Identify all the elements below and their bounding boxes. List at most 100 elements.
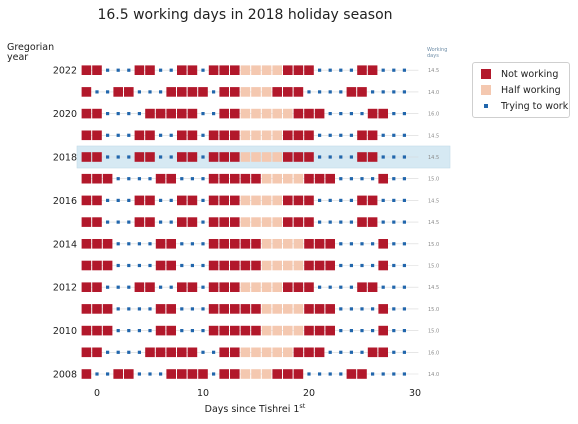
trying-to-work-marker: [201, 242, 205, 246]
trying-to-work-marker: [318, 198, 322, 202]
not-working-marker: [272, 87, 282, 97]
working-days-label: 14.5: [428, 68, 439, 74]
trying-to-work-marker: [392, 68, 396, 72]
not-working-marker: [219, 217, 229, 227]
not-working-marker: [314, 325, 325, 336]
not-working-marker: [134, 152, 145, 162]
not-working-marker: [251, 304, 261, 314]
not-working-marker: [81, 325, 92, 336]
not-working-marker: [314, 347, 325, 358]
trying-to-work-marker: [402, 198, 406, 202]
half-working-marker: [283, 325, 293, 336]
not-working-marker: [283, 282, 293, 292]
trying-to-work-marker: [169, 133, 173, 137]
trying-to-work-marker: [137, 329, 141, 333]
trying-to-work-marker: [201, 177, 205, 181]
not-working-marker: [198, 87, 208, 97]
not-working-marker: [367, 130, 378, 141]
not-working-marker: [92, 347, 102, 358]
not-working-marker: [304, 130, 314, 141]
trying-to-work-marker: [339, 307, 343, 311]
working-days-label: 14.5: [428, 198, 439, 204]
trying-to-work-marker: [328, 350, 332, 354]
not-working-marker: [230, 108, 240, 119]
trying-to-work-marker: [148, 263, 152, 268]
not-working-marker: [230, 260, 240, 271]
trying-to-work-marker: [169, 220, 173, 224]
trying-to-work-marker: [371, 90, 375, 94]
not-working-marker: [102, 325, 113, 336]
working-days-header-line: Working: [427, 47, 447, 53]
trying-to-work-marker: [349, 307, 353, 311]
year-rows: [81, 65, 419, 379]
not-working-marker: [325, 260, 335, 271]
y-tick-label: 2018: [53, 153, 77, 164]
not-working-marker: [283, 195, 293, 206]
trying-to-work-marker: [127, 263, 131, 268]
trying-to-work-marker: [381, 155, 385, 159]
trying-to-work-marker: [402, 112, 406, 116]
working-days-label: 14.5: [428, 285, 439, 291]
not-working-marker: [304, 108, 314, 119]
half-working-marker: [240, 217, 251, 227]
trying-to-work-marker: [212, 112, 216, 116]
not-working-marker: [230, 173, 240, 184]
half-working-marker: [293, 173, 304, 184]
not-working-marker: [346, 87, 357, 97]
y-tick-label: 2012: [53, 283, 77, 294]
half-working-marker: [261, 325, 272, 336]
trying-to-work-marker: [116, 198, 120, 202]
trying-to-work-marker: [402, 285, 406, 289]
not-working-marker: [187, 217, 198, 227]
not-working-marker: [177, 195, 187, 206]
half-working-marker: [261, 217, 272, 227]
trying-to-work-marker: [328, 220, 332, 224]
trying-to-work-marker: [106, 90, 110, 94]
trying-to-work-marker: [371, 372, 375, 376]
not-working-marker: [230, 87, 240, 97]
not-working-marker: [145, 108, 155, 119]
not-working-marker: [166, 369, 176, 379]
trying-to-work-marker: [318, 372, 322, 376]
half-working-marker: [293, 304, 304, 314]
trying-to-work-marker: [360, 177, 364, 181]
not-working-marker: [81, 347, 92, 358]
not-working-marker: [378, 304, 388, 314]
not-working-marker: [81, 152, 92, 162]
chart-title: 16.5 working days in 2018 holiday season: [97, 7, 392, 23]
not-working-marker: [187, 108, 198, 119]
trying-to-work-marker: [148, 329, 152, 333]
not-working-marker: [166, 347, 176, 358]
not-working-marker: [219, 239, 229, 249]
half-working-marker: [261, 260, 272, 271]
not-working-marker: [145, 282, 155, 292]
not-working-marker: [357, 130, 367, 141]
not-working-marker: [92, 152, 102, 162]
year-row-2010: [81, 325, 419, 336]
year-row-2022: [81, 65, 419, 75]
trying-to-work-marker: [106, 372, 110, 376]
not-working-marker: [187, 87, 198, 97]
half-working-marker: [261, 87, 272, 97]
y-axis-label-line: year: [7, 52, 28, 63]
trying-to-work-marker: [95, 372, 99, 376]
half-working-marker: [251, 87, 261, 97]
trying-to-work-marker: [318, 220, 322, 224]
y-tick-labels: 2008 2010 2012 2014 2016 2018 2020 2022: [53, 66, 77, 381]
not-working-marker: [155, 108, 166, 119]
half-working-marker: [283, 239, 293, 249]
trying-to-work-marker: [381, 220, 385, 224]
x-tick-label: 10: [197, 388, 209, 399]
trying-to-work-marker: [349, 68, 353, 72]
not-working-marker: [304, 152, 314, 162]
half-working-marker: [272, 304, 282, 314]
not-working-marker: [230, 369, 240, 379]
half-working-marker: [272, 325, 282, 336]
not-working-marker: [92, 217, 102, 227]
trying-to-work-marker: [392, 112, 396, 116]
trying-to-work-marker: [349, 263, 353, 268]
trying-to-work-marker: [159, 90, 163, 94]
not-working-marker: [325, 173, 335, 184]
not-working-marker: [208, 65, 219, 75]
trying-to-work-marker: [381, 285, 385, 289]
